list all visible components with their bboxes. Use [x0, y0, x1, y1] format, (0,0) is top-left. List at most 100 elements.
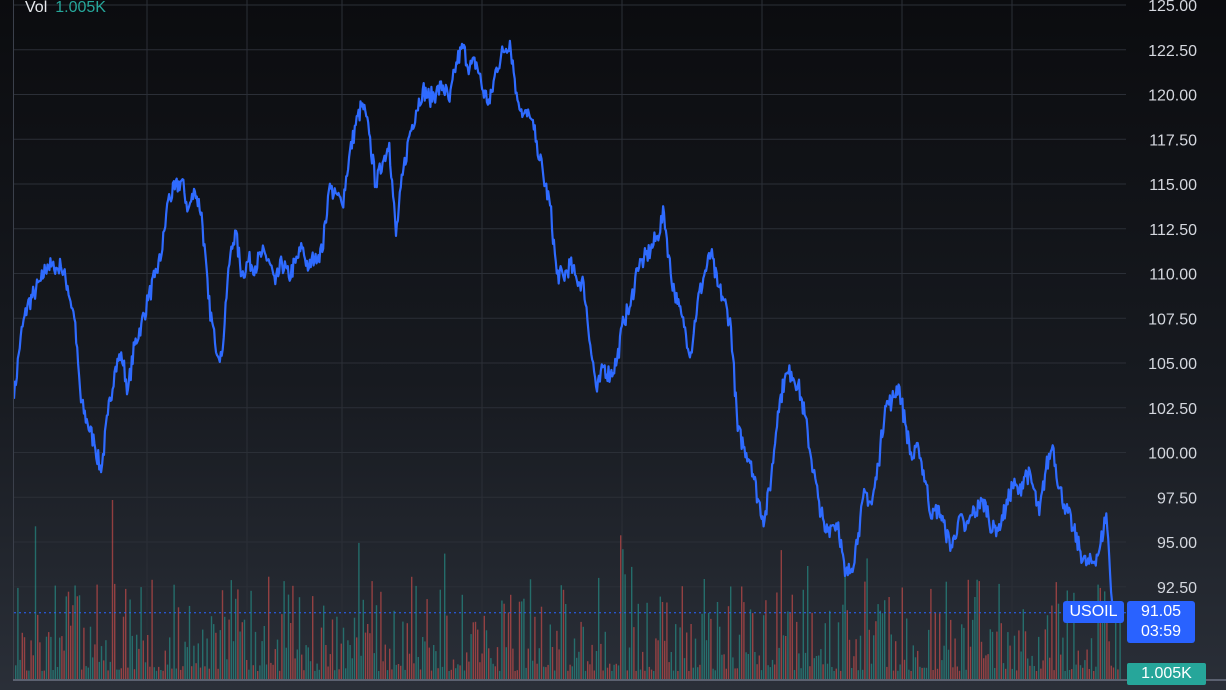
volume-bar	[492, 663, 494, 679]
volume-bar	[947, 649, 950, 679]
volume-bar	[547, 664, 549, 679]
bar-countdown: 03:59	[1140, 623, 1182, 640]
volume-bar	[1053, 670, 1055, 679]
volume-bar	[109, 661, 111, 679]
volume-bar	[591, 644, 593, 679]
volume-bar	[655, 638, 657, 679]
volume-bar	[798, 653, 800, 679]
volume-bar	[747, 654, 749, 679]
volume-bar	[292, 585, 294, 679]
volume-bar	[1071, 669, 1073, 679]
volume-bar	[72, 605, 74, 679]
volume-bar	[169, 637, 171, 679]
volume-bar	[197, 643, 199, 679]
volume-bar	[89, 626, 92, 679]
volume-bar	[87, 667, 89, 679]
volume-bar	[437, 668, 439, 679]
volume-bar	[791, 594, 793, 679]
volume-bar	[934, 612, 936, 679]
volume-bar	[549, 624, 551, 679]
volume-bar	[272, 664, 274, 679]
volume-bar	[1038, 636, 1040, 679]
volume-bar	[741, 586, 743, 679]
volume-bar	[340, 643, 342, 679]
volume-bar	[725, 668, 727, 679]
bottom-border	[13, 679, 1226, 681]
volume-bar	[626, 670, 628, 679]
volume-bar	[116, 669, 118, 679]
volume-bar	[1101, 609, 1104, 679]
volume-bar	[936, 668, 939, 679]
volume-bar	[397, 664, 400, 679]
volume-bar	[74, 585, 76, 679]
volume-bar	[650, 669, 653, 679]
volume-bar	[389, 648, 391, 679]
volume-bar	[1090, 638, 1093, 679]
volume-bar	[961, 624, 963, 679]
volume-bar	[994, 668, 996, 679]
volume-bar	[474, 621, 477, 679]
volume-value: 1.005K	[55, 0, 106, 16]
volume-bar	[261, 641, 263, 679]
volume-bar	[600, 643, 602, 679]
volume-bar	[633, 627, 635, 679]
volume-bar	[252, 665, 254, 679]
volume-bar	[637, 603, 639, 679]
volume-bar	[609, 663, 611, 679]
volume-bar	[52, 670, 54, 679]
volume-bar	[485, 630, 488, 679]
volume-bar	[430, 670, 433, 679]
volume-bar	[987, 654, 989, 679]
volume-bar	[470, 634, 472, 679]
volume-bar	[177, 607, 180, 679]
volume-bar	[642, 651, 644, 679]
volume-bar	[147, 635, 149, 679]
volume-bar	[153, 667, 155, 679]
volume-bar	[1055, 582, 1057, 679]
volume-bar	[903, 659, 906, 679]
symbol-badge[interactable]: USOIL	[1063, 601, 1124, 623]
volume-bar	[202, 629, 204, 679]
volume-bar	[19, 659, 21, 679]
volume-bar	[598, 577, 600, 679]
volume-bar	[345, 668, 347, 679]
volume-bar	[37, 614, 39, 679]
volume-bar	[1031, 655, 1033, 679]
volume-bar	[881, 613, 884, 679]
volume-bar	[103, 660, 105, 679]
volume-bar	[813, 658, 815, 679]
y-tick-label: 107.50	[1148, 311, 1197, 328]
y-tick-label: 105.00	[1148, 356, 1197, 373]
volume-bar	[635, 670, 637, 679]
volume-bar	[778, 647, 780, 679]
volume-bar	[235, 598, 237, 679]
volume-bar	[670, 652, 672, 679]
volume-bar	[749, 609, 752, 679]
volume-bar	[259, 665, 261, 679]
volume-bar	[615, 663, 617, 679]
volume-bar	[303, 670, 305, 679]
volume-bar	[573, 638, 576, 679]
volume-bar	[325, 645, 327, 679]
volume-bar	[980, 641, 983, 679]
volume-bar	[435, 651, 437, 679]
volume-bar	[67, 591, 70, 679]
volume-bar	[890, 634, 892, 679]
volume-bar	[100, 646, 103, 679]
volume-bar	[677, 671, 679, 679]
volume-bar	[1106, 605, 1108, 679]
volume-bar	[248, 669, 250, 679]
volume-bar	[868, 629, 870, 679]
volume-bar	[323, 605, 325, 679]
volume-bar	[930, 588, 932, 679]
volume-bar	[391, 669, 393, 679]
volume-bar	[833, 671, 835, 679]
volume-bar	[92, 657, 94, 679]
volume-bar	[276, 639, 279, 679]
volume-bar	[219, 630, 221, 679]
volume-bar	[884, 600, 886, 679]
volume-bar	[950, 619, 952, 679]
volume-bar	[206, 638, 208, 679]
